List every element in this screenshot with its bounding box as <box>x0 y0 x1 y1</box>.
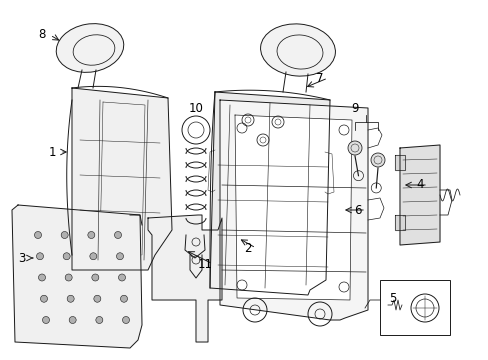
Text: 3: 3 <box>18 252 26 265</box>
Bar <box>379 280 449 335</box>
Circle shape <box>118 274 125 281</box>
Text: 9: 9 <box>350 102 358 114</box>
Circle shape <box>67 295 74 302</box>
Circle shape <box>370 153 384 167</box>
Text: 1: 1 <box>48 145 56 158</box>
Circle shape <box>61 231 68 238</box>
Circle shape <box>114 231 121 238</box>
Polygon shape <box>394 215 404 230</box>
Circle shape <box>88 231 95 238</box>
Text: 6: 6 <box>353 203 361 216</box>
Text: 5: 5 <box>388 292 396 305</box>
Circle shape <box>92 274 99 281</box>
Circle shape <box>94 295 101 302</box>
Ellipse shape <box>260 24 335 76</box>
Text: 2: 2 <box>244 242 251 255</box>
Circle shape <box>120 295 127 302</box>
Circle shape <box>96 316 102 324</box>
Polygon shape <box>399 145 439 245</box>
Circle shape <box>63 253 70 260</box>
Text: 11: 11 <box>197 257 212 270</box>
Polygon shape <box>235 115 351 300</box>
Circle shape <box>41 295 47 302</box>
Polygon shape <box>100 102 145 255</box>
Circle shape <box>69 316 76 324</box>
Polygon shape <box>148 215 222 342</box>
Circle shape <box>122 316 129 324</box>
Polygon shape <box>72 88 172 270</box>
Text: 10: 10 <box>188 102 203 114</box>
Ellipse shape <box>56 24 123 72</box>
Text: 4: 4 <box>415 179 423 192</box>
Circle shape <box>39 274 45 281</box>
Text: 8: 8 <box>38 28 45 41</box>
Circle shape <box>65 274 72 281</box>
Circle shape <box>347 141 361 155</box>
Polygon shape <box>394 155 404 170</box>
Polygon shape <box>12 205 142 348</box>
Circle shape <box>116 253 123 260</box>
Polygon shape <box>220 100 367 320</box>
Polygon shape <box>209 92 329 295</box>
Text: 7: 7 <box>316 72 323 85</box>
Circle shape <box>37 253 43 260</box>
Circle shape <box>35 231 41 238</box>
Circle shape <box>90 253 97 260</box>
Circle shape <box>42 316 49 324</box>
